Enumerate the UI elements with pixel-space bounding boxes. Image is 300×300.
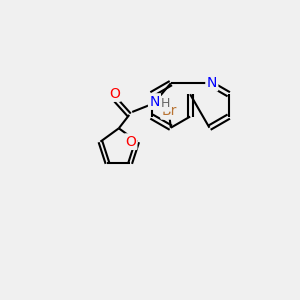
Text: Br: Br	[162, 104, 177, 118]
Text: O: O	[125, 135, 136, 149]
Text: O: O	[109, 86, 120, 100]
Text: H: H	[161, 98, 170, 110]
Text: N: N	[149, 94, 160, 109]
Text: N: N	[207, 76, 217, 90]
